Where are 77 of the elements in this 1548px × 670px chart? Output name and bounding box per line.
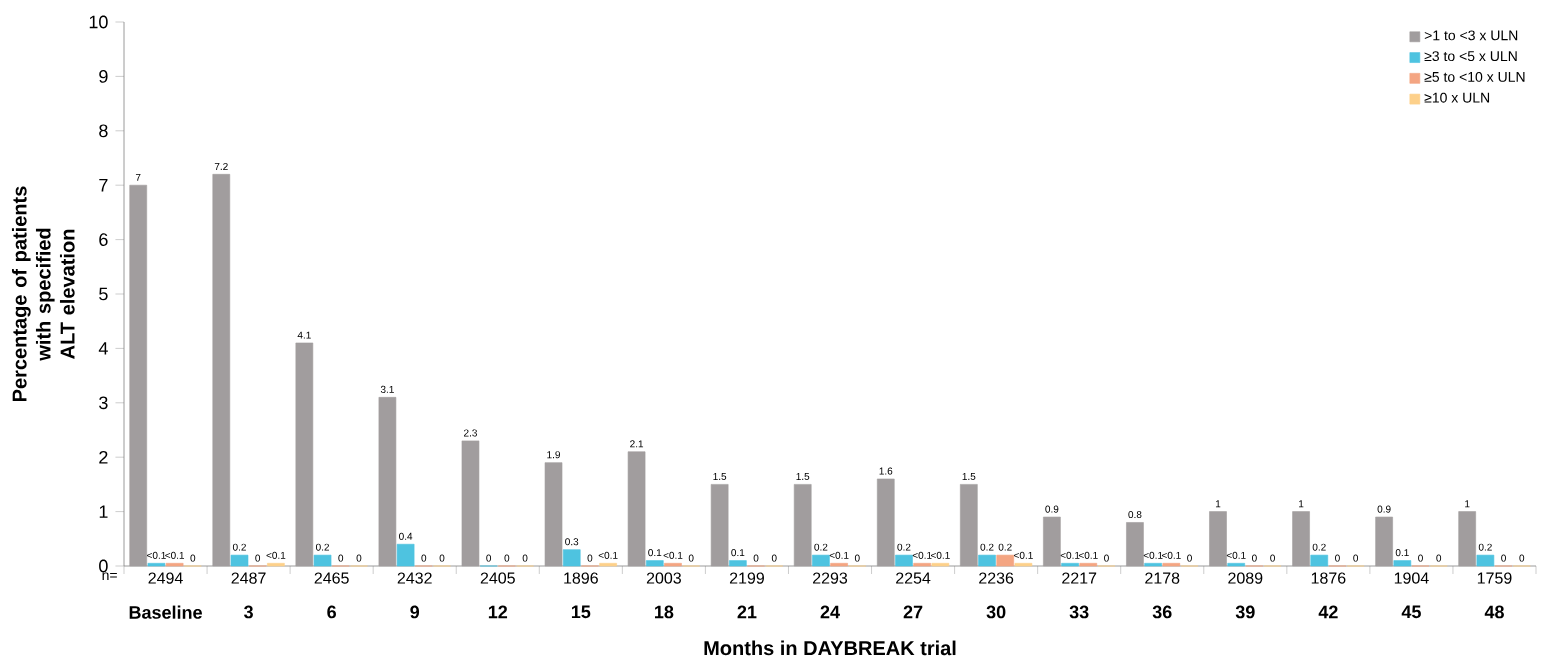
- text: 2003: [646, 572, 681, 584]
- y-axis-title: Percentage of patients with specified ALT elevation: [11, 186, 75, 402]
- y-tick-label: 7: [99, 179, 108, 192]
- y-tick-label: 9: [99, 70, 108, 83]
- bar: [876, 478, 895, 567]
- text: 2432: [397, 572, 432, 584]
- y-tick-label: 8: [99, 124, 108, 138]
- text: 1876: [1311, 572, 1346, 584]
- bar: [996, 554, 1015, 567]
- text: 2487: [231, 572, 266, 584]
- bar: [544, 462, 563, 567]
- text: 2293: [813, 572, 848, 584]
- bar: [812, 554, 830, 567]
- text: 2254: [896, 572, 931, 584]
- x-tick-label: 15: [571, 605, 591, 619]
- y-tick-label: 6: [99, 233, 108, 246]
- bar: [562, 549, 581, 567]
- text: 2199: [729, 572, 764, 584]
- bar: [1310, 554, 1329, 567]
- bar: [461, 440, 480, 567]
- x-tick-label: 24: [820, 605, 840, 619]
- bar: [1292, 511, 1310, 567]
- text: 1759: [1477, 572, 1512, 584]
- x-tick-label: 27: [903, 605, 923, 619]
- x-tick-label: 42: [1318, 605, 1338, 619]
- bar: [1209, 511, 1227, 567]
- bar: [1393, 560, 1412, 567]
- y-tick-label: 10: [89, 15, 108, 29]
- text: 1904: [1394, 572, 1429, 584]
- x-tick-label: 6: [327, 605, 336, 619]
- y-tick-label: 4: [98, 342, 108, 355]
- x-axis-title: Months in DAYBREAK trial: [704, 640, 956, 656]
- x-tick-label: 21: [737, 605, 757, 619]
- bar: [313, 554, 332, 567]
- bar: [978, 554, 996, 567]
- bar: [1476, 554, 1495, 567]
- bar: [729, 560, 747, 567]
- x-tick-label: 12: [488, 605, 508, 619]
- bar: [129, 184, 148, 567]
- y-tick-label: 0: [99, 559, 108, 573]
- bar: [645, 560, 664, 567]
- y-tick-label: 2: [99, 450, 108, 464]
- y-tick-label: 3: [99, 396, 108, 410]
- bar: [396, 543, 415, 567]
- text: 2465: [314, 572, 349, 584]
- y-tick-label: 5: [99, 287, 108, 301]
- bar: [295, 342, 314, 567]
- x-tick-label: 39: [1235, 605, 1255, 619]
- text: 2178: [1145, 572, 1180, 584]
- x-tick-label: 33: [1069, 605, 1089, 619]
- bar: [627, 451, 646, 567]
- x-tick-label: 18: [655, 605, 674, 619]
- x-tick-label: 48: [1484, 605, 1504, 619]
- bar: [230, 554, 249, 567]
- bar: [793, 484, 812, 567]
- bar: [1458, 511, 1476, 567]
- bar: [378, 397, 397, 567]
- text: 2494: [148, 572, 183, 584]
- bar: [710, 484, 729, 567]
- x-tick-label: 3: [243, 605, 253, 619]
- x-tick-label: Baseline: [129, 605, 202, 619]
- x-tick-label: 45: [1401, 605, 1421, 619]
- x-tick-label: 30: [986, 605, 1006, 619]
- text: 1896: [564, 572, 598, 584]
- bar: [212, 174, 231, 567]
- bar: [895, 554, 913, 567]
- bar: [1126, 522, 1144, 567]
- y-tick-label: 1: [99, 505, 108, 518]
- text: 2236: [979, 572, 1014, 584]
- bar: [1375, 516, 1393, 567]
- bar: [1043, 516, 1061, 567]
- bar: [960, 484, 978, 567]
- text: 2405: [480, 572, 515, 584]
- text: 2089: [1228, 572, 1263, 584]
- text: 2217: [1062, 572, 1097, 584]
- x-tick-label: 36: [1152, 605, 1172, 619]
- x-tick-label: 9: [410, 605, 420, 619]
